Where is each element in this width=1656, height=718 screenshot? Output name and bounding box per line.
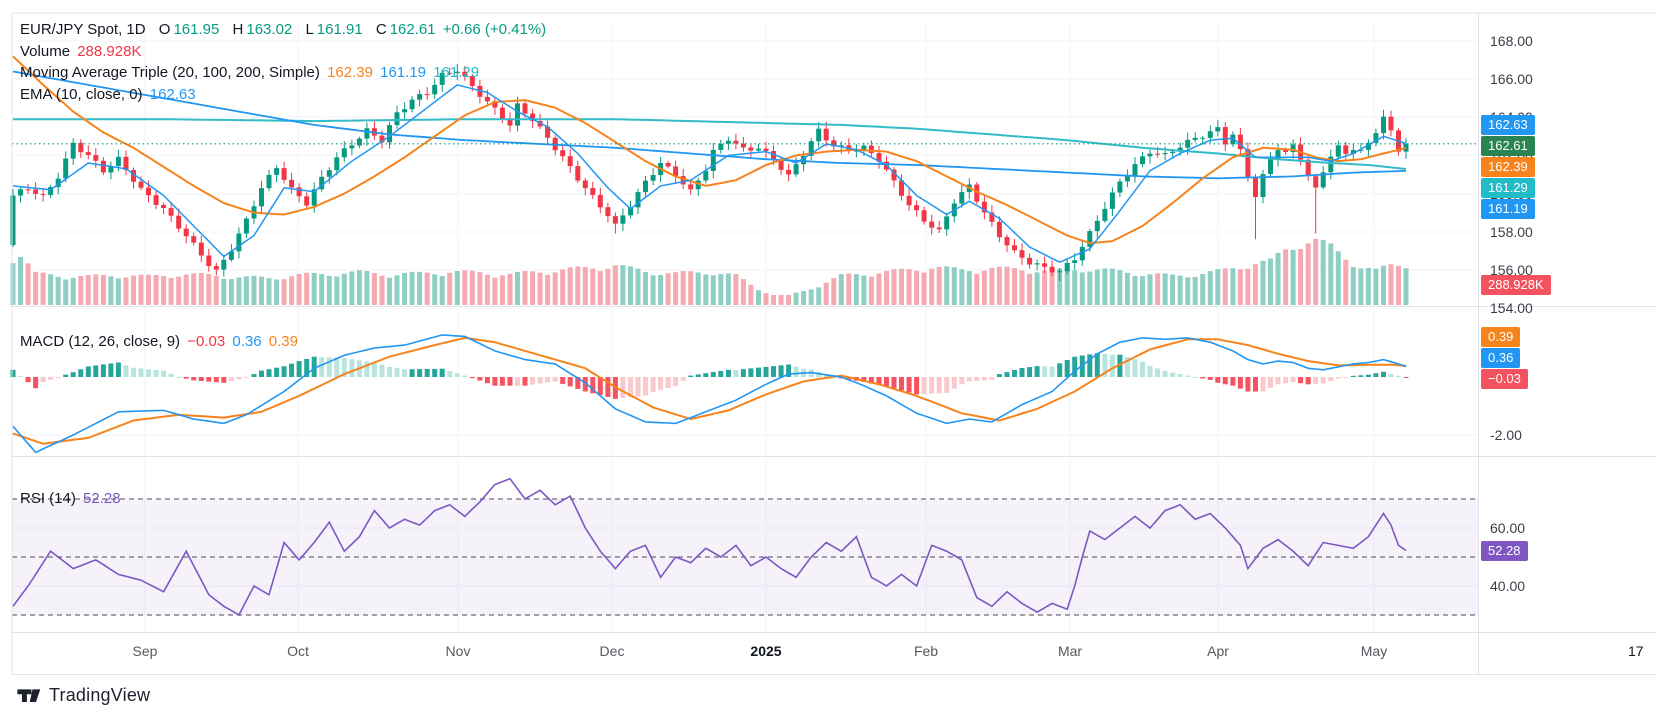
axis-value-badge: 0.39: [1481, 327, 1521, 347]
time-axis-label: Dec: [599, 643, 625, 659]
axis-value-badge: 52.28: [1481, 541, 1528, 561]
time-axis-label: Nov: [445, 643, 471, 659]
time-axis-label: Sep: [132, 643, 158, 659]
axis-tick-label: 154.00: [1490, 300, 1533, 316]
time-axis-label: Apr: [1207, 643, 1229, 659]
axis-value-badge: 161.29: [1481, 178, 1535, 198]
axis-value-badge: 162.39: [1481, 157, 1535, 177]
ohlc-open-key: O: [158, 21, 171, 38]
time-axis-label: Feb: [913, 643, 939, 659]
axis-tick-label: -2.00: [1490, 427, 1522, 443]
symbol-title[interactable]: EUR/JPY Spot, 1D: [20, 21, 146, 38]
rsi-indicator-label[interactable]: RSI (14): [20, 490, 76, 507]
axis-value-badge: 161.19: [1481, 199, 1535, 219]
axis-value-badge: 288.928K: [1481, 275, 1551, 295]
axis-tick-label: 158.00: [1490, 224, 1533, 240]
ohlc-low-value: 161.91: [316, 21, 363, 38]
tradingview-logo[interactable]: TradingView: [16, 684, 150, 706]
axis-clock-label: 17: [1628, 643, 1644, 659]
legend-row-volume: Volume 288.928K: [20, 43, 141, 60]
axis-value-badge: 162.63: [1481, 115, 1535, 135]
ohlc-high-key: H: [232, 21, 244, 38]
macd-line-value: 0.36: [232, 333, 262, 350]
axis-tick-label: 166.00: [1490, 71, 1533, 87]
sma200-value: 161.29: [433, 64, 480, 81]
volume-value: 288.928K: [77, 43, 142, 60]
ema-indicator-label[interactable]: EMA (10, close, 0): [20, 86, 143, 103]
legend-row-rsi: RSI (14) 52.28: [20, 490, 121, 507]
time-axis-label: Mar: [1057, 643, 1083, 659]
tradingview-logo-icon: [17, 689, 41, 703]
macd-signal-value: 0.39: [268, 333, 298, 350]
axis-tick-label: 168.00: [1490, 33, 1533, 49]
ohlc-open-value: 161.95: [173, 21, 220, 38]
legend-row-macd: MACD (12, 26, close, 9) −0.03 0.36 0.39: [20, 333, 298, 350]
axis-value-badge: 0.36: [1481, 348, 1521, 368]
ohlc-high-value: 163.02: [246, 21, 293, 38]
ohlc-close-value: 162.61: [389, 21, 436, 38]
axis-value-badge: −0.03: [1481, 369, 1528, 389]
axis-tick-label: 40.00: [1490, 578, 1526, 594]
ohlc-close-key: C: [375, 21, 387, 38]
legend-row-ema: EMA (10, close, 0) 162.63: [20, 86, 196, 103]
time-axis-label: 2025: [750, 643, 782, 659]
axis-tick-label: 156.00: [1490, 262, 1533, 278]
change-value: +0.66 (+0.41%): [442, 21, 547, 38]
legend-row-ma-triple: Moving Average Triple (20, 100, 200, Sim…: [20, 64, 479, 81]
ohlc-low-key: L: [305, 21, 314, 38]
sma100-value: 161.19: [380, 64, 427, 81]
time-axis-label: Oct: [287, 643, 309, 659]
tradingview-logo-text: TradingView: [49, 684, 151, 705]
ma-triple-indicator-label[interactable]: Moving Average Triple (20, 100, 200, Sim…: [20, 64, 320, 81]
ema-value: 162.63: [149, 86, 196, 103]
time-axis-label: May: [1360, 643, 1388, 659]
macd-indicator-label[interactable]: MACD (12, 26, close, 9): [20, 333, 181, 350]
sma20-value: 162.39: [327, 64, 373, 81]
axis-value-badge: 162.61: [1481, 136, 1535, 156]
axis-tick-label: 60.00: [1490, 520, 1526, 536]
volume-indicator-label[interactable]: Volume: [20, 43, 71, 60]
rsi-value: 52.28: [83, 490, 121, 507]
legend-row-symbol: EUR/JPY Spot, 1D O 161.95 H 163.02 L 161.91…: [20, 21, 546, 38]
macd-hist-value: −0.03: [187, 333, 226, 350]
